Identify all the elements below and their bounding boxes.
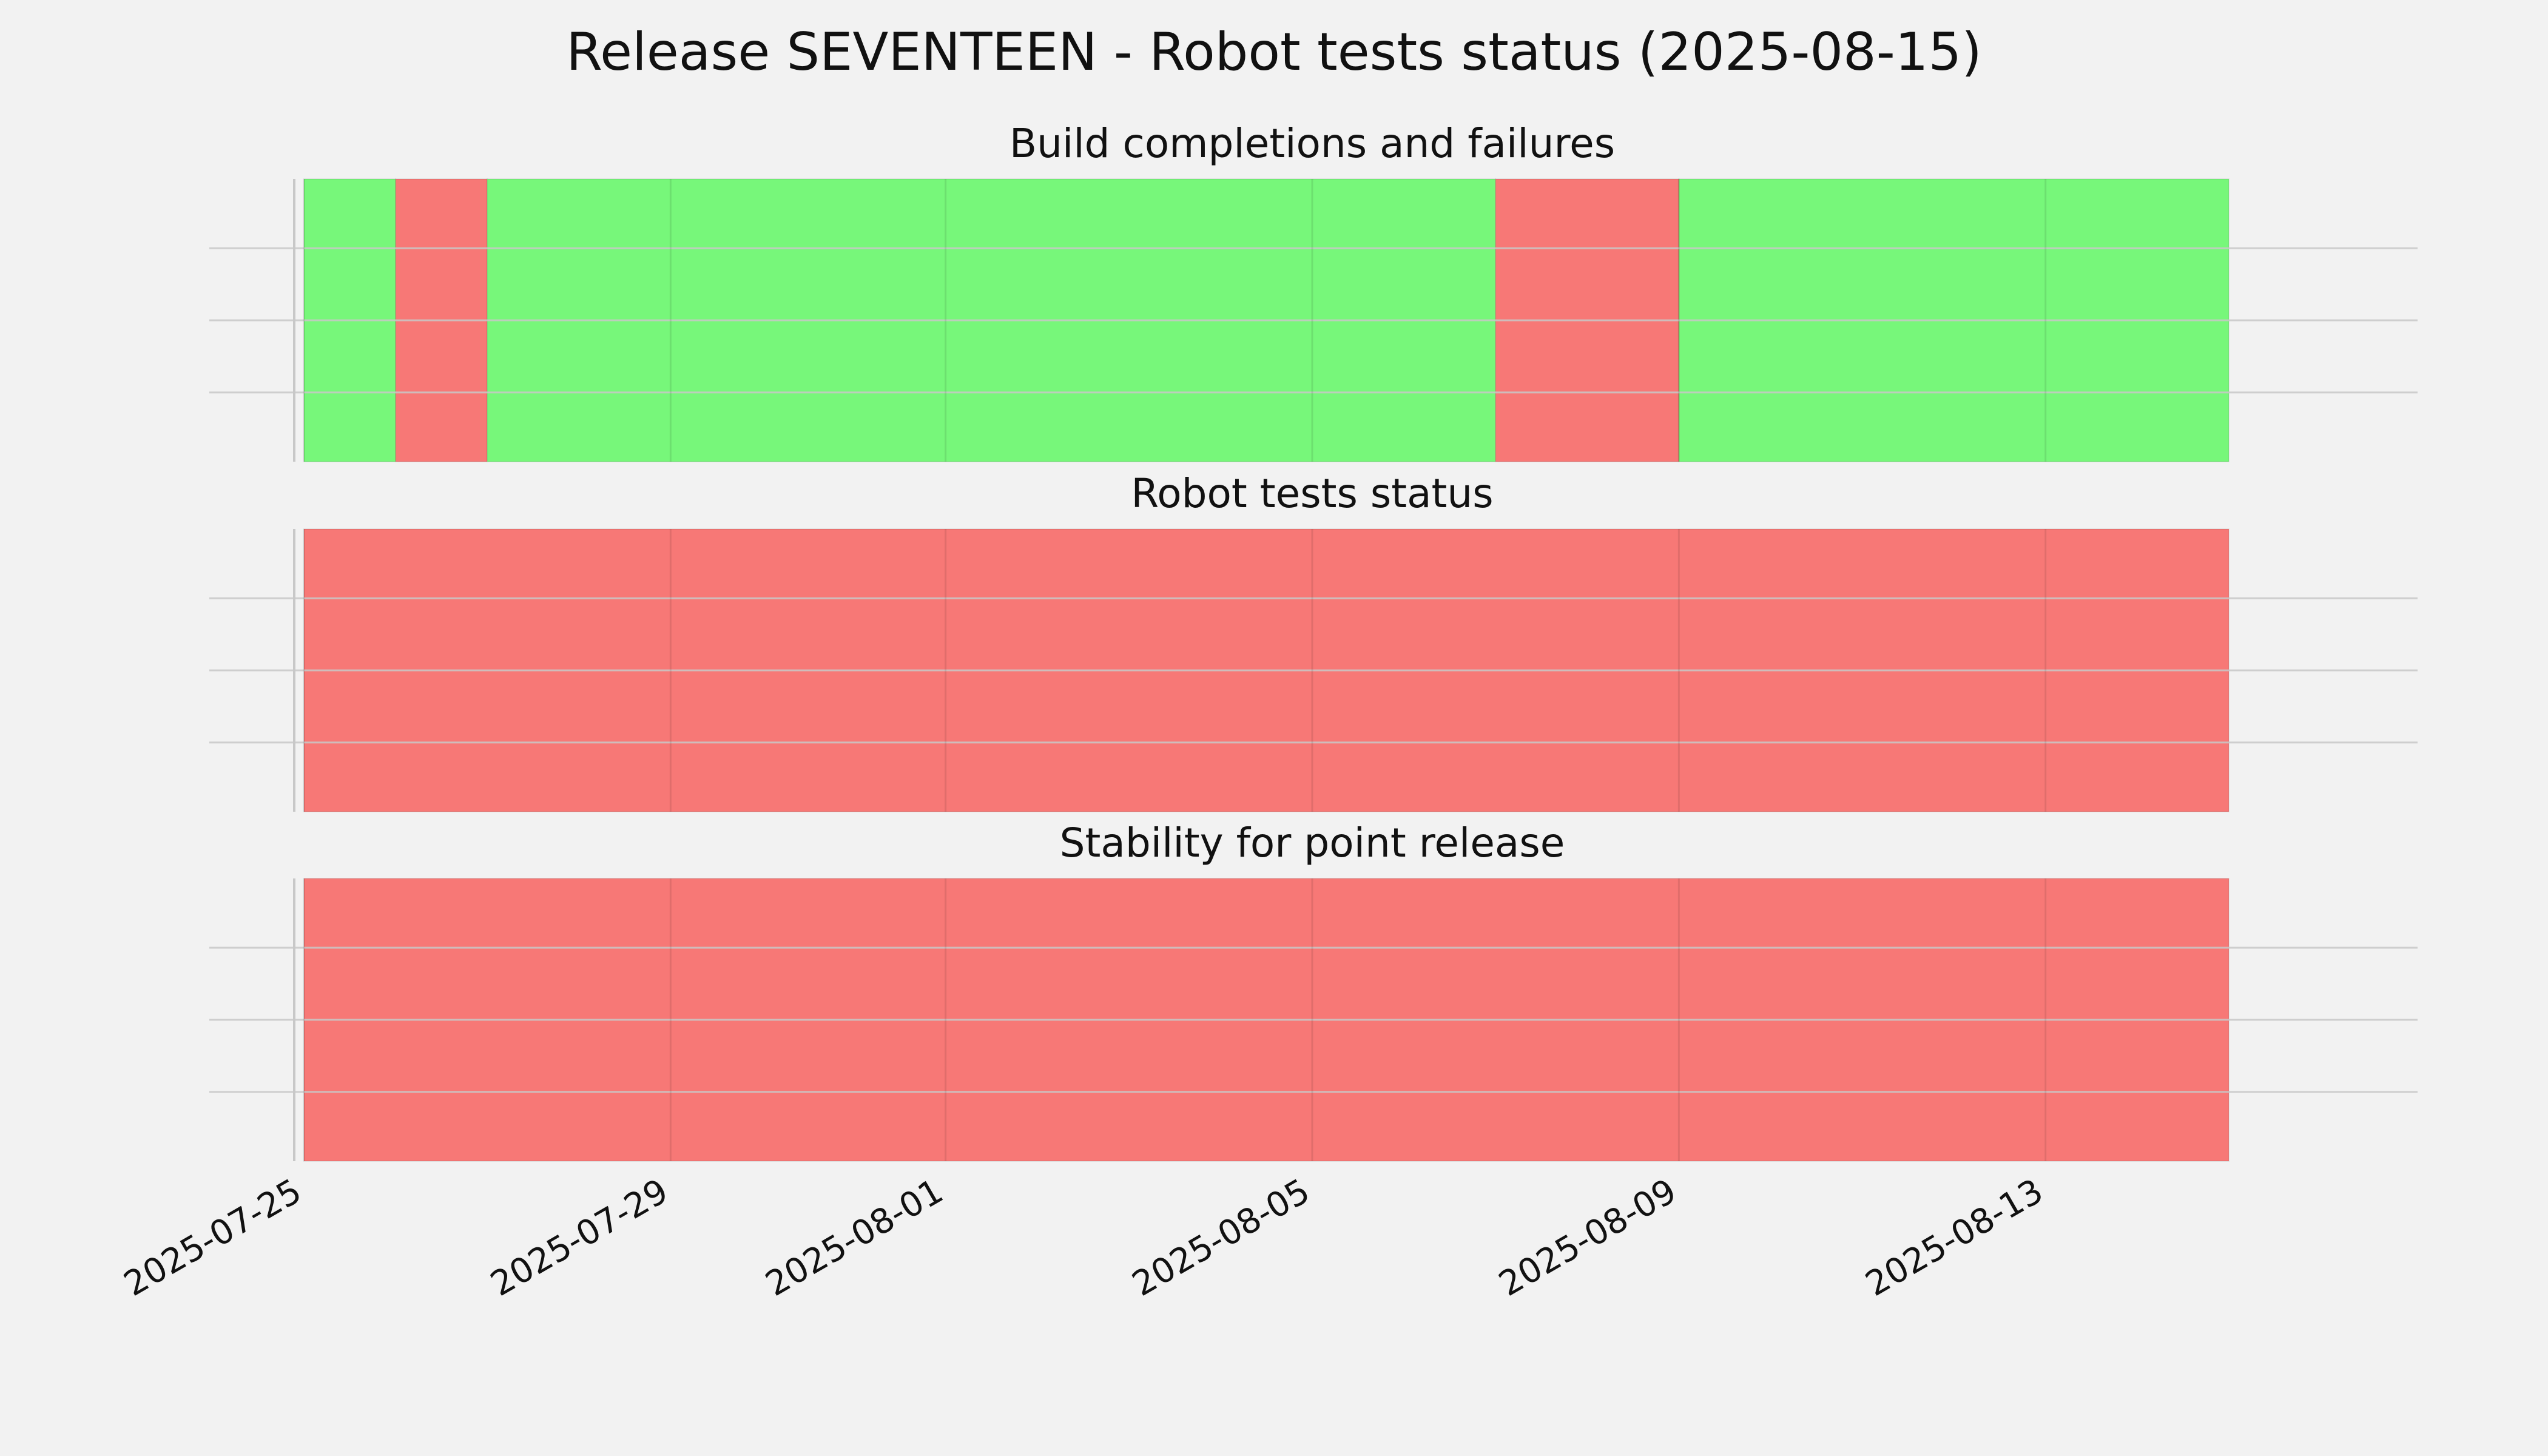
panel-2: Robot tests status <box>209 470 2418 812</box>
panel-title: Robot tests status <box>1131 470 1493 517</box>
chart-title: Release SEVENTEEN - Robot tests status (… <box>566 22 1982 83</box>
panel-3: Stability for point release <box>209 820 2418 1162</box>
panel-title: Stability for point release <box>1060 820 1565 866</box>
panels: Build completions and failures Robot test… <box>209 120 2418 1162</box>
panel-1: Build completions and failures <box>209 120 2418 462</box>
panel-title: Build completions and failures <box>1009 120 1615 167</box>
